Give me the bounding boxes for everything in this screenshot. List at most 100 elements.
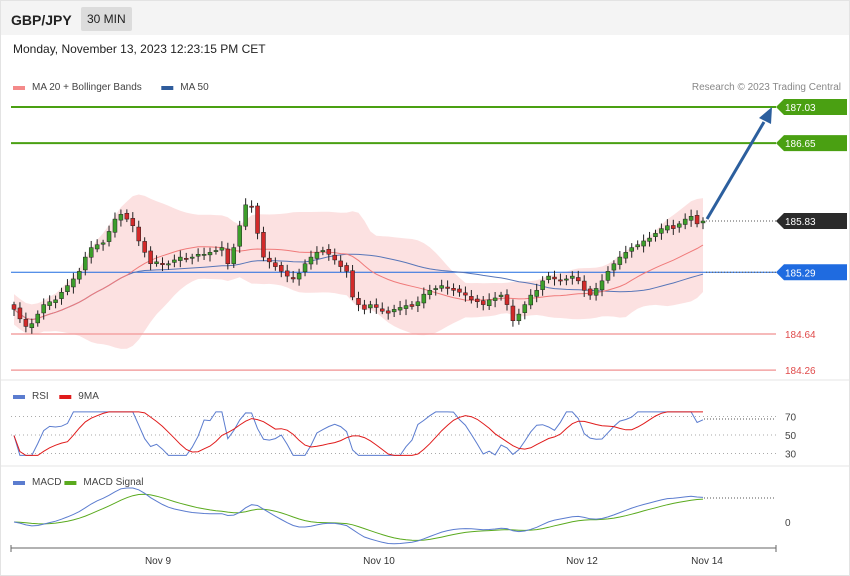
candle-body [142, 241, 147, 253]
candle-body [59, 292, 64, 299]
candle-body [552, 276, 557, 280]
forecast-arrowhead [759, 107, 772, 124]
x-tick-label: Nov 14 [691, 556, 723, 567]
chart-header: GBP/JPY 30 MIN [1, 1, 849, 35]
candle-body [237, 225, 242, 247]
candle-body [397, 307, 403, 311]
candle-body [338, 260, 343, 267]
candle-body [617, 256, 623, 265]
candle-body [362, 304, 367, 310]
level-tag-label: 185.29 [785, 268, 816, 279]
candle-body [415, 301, 421, 306]
rsi-line [13, 411, 704, 456]
candle-body [391, 309, 397, 313]
candle-body [570, 275, 575, 279]
level-tag [776, 264, 847, 281]
legend-label: RSI [32, 391, 49, 402]
legend-swatch [64, 481, 77, 485]
x-tick-label: Nov 12 [566, 556, 598, 567]
candle-body [94, 244, 100, 250]
candle-body [83, 256, 88, 271]
candle-body [23, 318, 29, 327]
candle-body [534, 290, 539, 297]
candle-body [296, 273, 302, 280]
candle-body [29, 323, 35, 329]
candle-body [273, 262, 278, 267]
timestamp: Monday, November 13, 2023 12:23:15 PM CE… [13, 42, 266, 56]
support-label: 184.26 [785, 366, 816, 377]
candle-body [195, 254, 201, 257]
candle-body [255, 205, 260, 234]
candle-body [100, 242, 106, 245]
level-tag-label: 186.65 [785, 139, 816, 150]
rsi-ma-line [13, 411, 703, 456]
candle-body [261, 232, 266, 258]
legend-swatch [59, 395, 72, 399]
candle-body [688, 216, 694, 221]
copyright-text: Research © 2023 Trading Central [692, 82, 841, 93]
candle-body [160, 263, 165, 265]
candle-body [53, 299, 58, 303]
candle-body [279, 265, 284, 272]
candle-body [184, 258, 189, 260]
candle-body [47, 301, 52, 306]
candle-body [178, 256, 183, 261]
candle-body [700, 220, 706, 224]
candle-body [623, 252, 629, 259]
candle-body [599, 280, 605, 291]
candle-body [475, 298, 480, 303]
level-tag-label: 187.03 [785, 103, 816, 114]
rsi-level-label: 30 [785, 450, 797, 461]
candle-body [320, 250, 326, 252]
candle-body [593, 288, 599, 296]
x-tick-label: Nov 10 [363, 556, 395, 567]
candle-body [564, 278, 569, 281]
candle-body [492, 297, 498, 301]
level-tag-label: 185.83 [785, 217, 816, 228]
candle-body [124, 212, 130, 220]
candle-body [166, 263, 171, 266]
candle-body [676, 223, 682, 228]
rsi-level-label: 70 [785, 413, 797, 424]
candle-body [41, 304, 46, 314]
legend-swatch [13, 395, 25, 399]
level-tag [776, 99, 847, 115]
legend-label: MA 50 [180, 82, 209, 93]
candle-body [611, 263, 617, 271]
candle-body [635, 244, 640, 248]
candle-body [231, 247, 237, 264]
candle-body [207, 252, 213, 256]
candle-body [587, 288, 593, 296]
legend-label: 9MA [78, 391, 99, 402]
candle-body [112, 218, 118, 233]
candle-body [671, 225, 676, 229]
candle-body [451, 288, 456, 291]
legend-swatch [13, 86, 25, 90]
level-tag [776, 135, 847, 152]
candle-body [356, 298, 361, 305]
candle-body [314, 252, 320, 259]
candle-body [284, 270, 290, 277]
candle-body [665, 225, 670, 231]
candle-body [682, 218, 688, 225]
candles [11, 198, 706, 334]
candle-body [385, 310, 391, 314]
candle-body [374, 304, 379, 308]
level-tag [776, 213, 847, 229]
candle-body [11, 304, 17, 310]
candle-body [504, 294, 510, 305]
candle-body [106, 231, 112, 242]
candle-body [433, 288, 438, 290]
timeframe-badge[interactable]: 30 MIN [81, 7, 132, 31]
candle-body [189, 256, 195, 259]
candle-body [605, 271, 611, 281]
candle-body [77, 271, 82, 280]
bollinger-band [14, 194, 703, 349]
candle-body [486, 299, 492, 306]
candle-body [528, 294, 533, 306]
candle-body [403, 305, 409, 309]
candle-body [439, 285, 444, 289]
candle-body [480, 300, 486, 305]
candle-body [629, 247, 634, 252]
